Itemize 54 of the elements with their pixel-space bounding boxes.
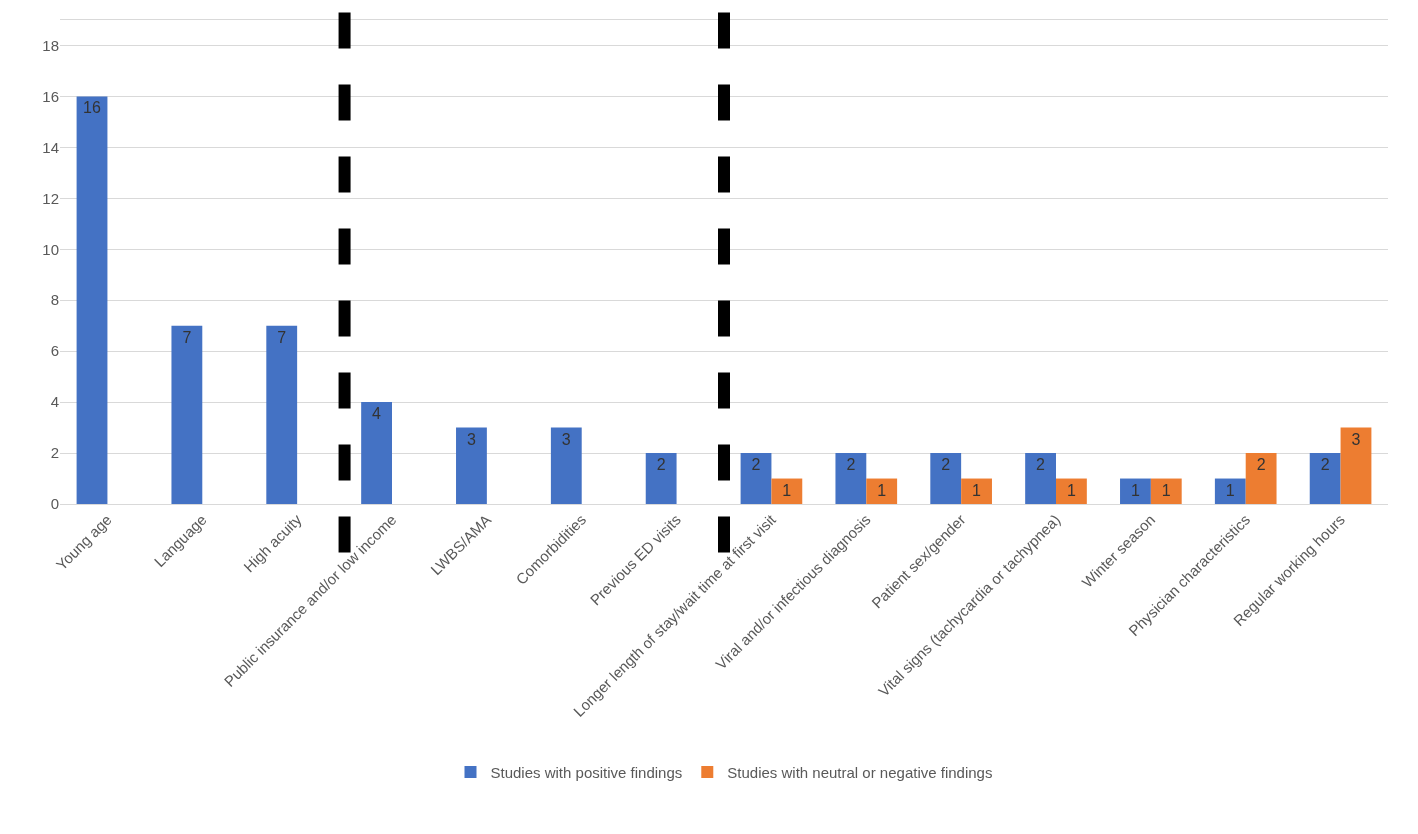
- bar: [550, 427, 582, 504]
- data-label: 3: [1351, 430, 1361, 448]
- data-label: 1: [1161, 481, 1171, 499]
- data-label: 1: [782, 481, 792, 499]
- data-label: 1: [877, 481, 887, 499]
- data-label: 1: [1225, 481, 1235, 499]
- data-label: 4: [372, 405, 382, 423]
- data-label: 16: [83, 99, 101, 117]
- bar: [771, 478, 803, 504]
- y-tick-label: 6: [50, 342, 59, 360]
- data-label: 2: [656, 456, 666, 474]
- data-label: 3: [466, 430, 476, 448]
- bar: [1214, 478, 1246, 504]
- bar: [930, 453, 962, 504]
- bar: [866, 478, 898, 504]
- bar: [645, 453, 677, 504]
- data-label: 2: [1036, 456, 1046, 474]
- bar: [1340, 427, 1372, 504]
- y-tick-label: 4: [50, 393, 59, 411]
- data-label: 1: [972, 481, 982, 499]
- data-label: 3: [561, 430, 571, 448]
- data-label: 2: [1256, 456, 1266, 474]
- bar: [361, 402, 392, 504]
- bar: [835, 453, 867, 504]
- bar: [1120, 478, 1151, 504]
- y-tick-label: 16: [42, 87, 59, 105]
- data-label: 7: [277, 328, 287, 346]
- bar: [1150, 478, 1182, 504]
- bar: [1025, 453, 1056, 504]
- y-tick-label: 0: [50, 495, 59, 513]
- bar: [1056, 478, 1087, 504]
- bar: [171, 325, 203, 504]
- bar: [961, 478, 992, 504]
- legend-label: Studies with positive findings: [490, 763, 683, 781]
- y-tick-label: 12: [42, 189, 59, 207]
- data-label: 2: [1320, 456, 1330, 474]
- bar: [266, 325, 298, 504]
- data-label: 1: [1066, 481, 1076, 499]
- data-label: 2: [846, 456, 856, 474]
- bar: [76, 96, 108, 504]
- bar: [1309, 453, 1341, 504]
- y-tick-label: 8: [50, 291, 59, 309]
- y-tick-label: 2: [50, 444, 59, 462]
- data-label: 1: [1130, 481, 1140, 499]
- data-label: 7: [182, 328, 192, 346]
- y-tick-label: 18: [42, 36, 59, 54]
- data-label: 2: [941, 456, 951, 474]
- bar: [740, 453, 772, 504]
- bar: [456, 427, 487, 504]
- y-tick-label: 14: [42, 138, 59, 156]
- data-label: 2: [751, 456, 761, 474]
- y-tick-label: 10: [42, 240, 59, 258]
- legend-label: Studies with neutral or negative findings: [727, 763, 993, 781]
- bar: [1245, 453, 1277, 504]
